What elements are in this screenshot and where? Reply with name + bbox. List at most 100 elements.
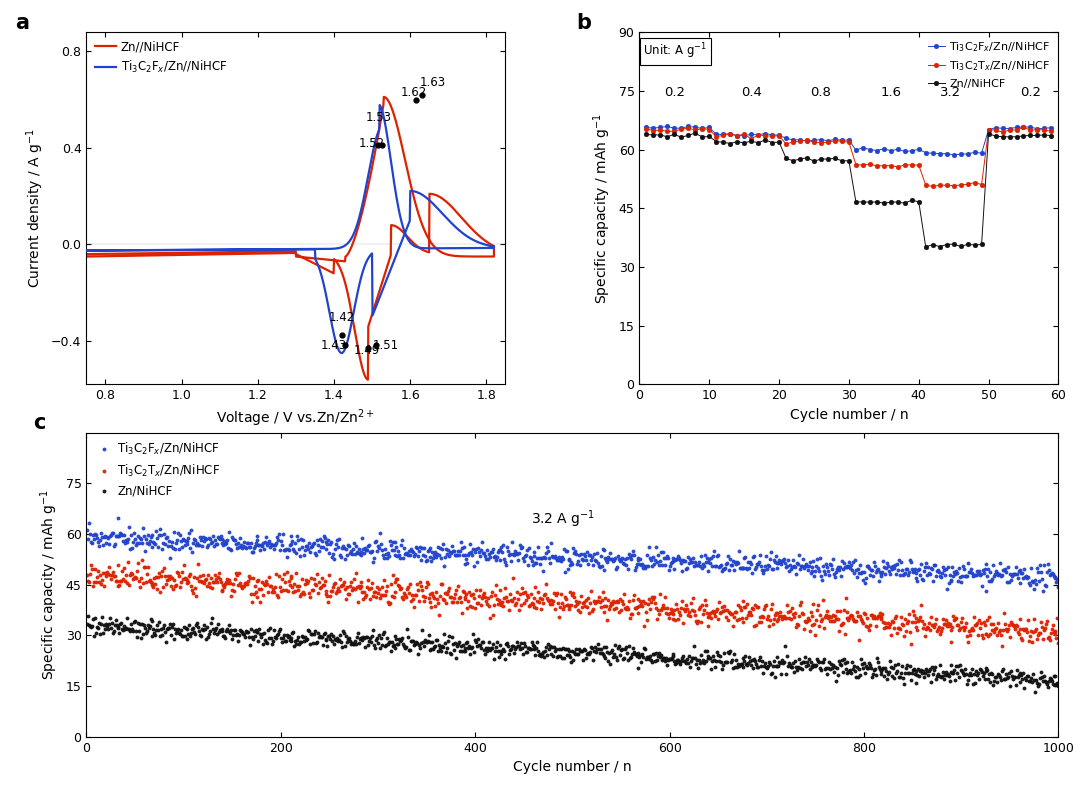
- Legend: Zn//NiHCF, Ti$_3$C$_2$F$_x$/Zn//NiHCF: Zn//NiHCF, Ti$_3$C$_2$F$_x$/Zn//NiHCF: [92, 38, 230, 78]
- Zn//NiHCF: [80, 249, 93, 259]
- Ti$_3$C$_2$F$_x$/Zn//NiHCF: [333, 346, 346, 356]
- Y-axis label: Specific capacity / mAh g$^{-1}$: Specific capacity / mAh g$^{-1}$: [592, 113, 613, 304]
- Zn//NiHCF: [856, 197, 869, 207]
- Text: 1.62: 1.62: [401, 86, 427, 99]
- Y-axis label: Current density / A g$^{-1}$: Current density / A g$^{-1}$: [24, 128, 45, 288]
- Ti$_3$C$_2$T$_x$/Zn/NiHCF: [996, 642, 1009, 651]
- Ti$_3$C$_2$F$_x$/Zn/NiHCF: [81, 525, 94, 534]
- Zn//NiHCF: [477, 252, 490, 261]
- Ti$_3$C$_2$F$_x$/Zn/NiHCF: [1037, 586, 1050, 596]
- Line: Ti$_3$C$_2$T$_x$/Zn//NiHCF: Ti$_3$C$_2$T$_x$/Zn//NiHCF: [644, 125, 1054, 189]
- Ti$_3$C$_2$F$_x$/Zn//NiHCF: [856, 143, 869, 152]
- Text: 1.51: 1.51: [373, 340, 399, 352]
- Zn//NiHCF: [80, 252, 93, 261]
- Text: 1.49: 1.49: [354, 344, 380, 357]
- Ti$_3$C$_2$F$_x$/Zn//NiHCF: [335, 348, 348, 358]
- Zn//NiHCF: [947, 239, 960, 249]
- Ti$_3$C$_2$F$_x$/Zn/NiHCF: [748, 564, 761, 574]
- Line: Ti$_3$C$_2$T$_x$/Zn/NiHCF: Ti$_3$C$_2$T$_x$/Zn/NiHCF: [86, 559, 1059, 647]
- Zn/NiHCF: [82, 611, 95, 621]
- Ti$_3$C$_2$T$_x$/Zn/NiHCF: [135, 556, 148, 566]
- Ti$_3$C$_2$F$_x$/Zn//NiHCF: [710, 130, 723, 139]
- Zn//NiHCF: [362, 375, 375, 384]
- Ti$_3$C$_2$F$_x$/Zn//NiHCF: [941, 149, 954, 159]
- Ti$_3$C$_2$F$_x$/Zn//NiHCF: [752, 130, 765, 139]
- Zn/NiHCF: [1052, 682, 1065, 691]
- Zn//NiHCF: [653, 130, 666, 139]
- Ti$_3$C$_2$T$_x$/Zn/NiHCF: [510, 598, 523, 608]
- Text: 1.6: 1.6: [880, 86, 902, 99]
- Ti$_3$C$_2$T$_x$/Zn/NiHCF: [474, 600, 487, 610]
- Ti$_3$C$_2$T$_x$/Zn/NiHCF: [181, 575, 194, 585]
- Line: Ti$_3$C$_2$F$_x$/Zn/NiHCF: Ti$_3$C$_2$F$_x$/Zn/NiHCF: [86, 517, 1059, 592]
- Ti$_3$C$_2$F$_x$/Zn//NiHCF: [477, 239, 490, 249]
- Ti$_3$C$_2$F$_x$/Zn//NiHCF: [80, 246, 93, 256]
- Zn//NiHCF: [919, 242, 932, 252]
- X-axis label: Voltage / V vs.Zn/Zn$^{2+}$: Voltage / V vs.Zn/Zn$^{2+}$: [216, 408, 376, 429]
- Text: 1.43: 1.43: [321, 340, 347, 352]
- Ti$_3$C$_2$F$_x$/Zn//NiHCF: [80, 246, 93, 256]
- Text: 0.2: 0.2: [1020, 86, 1041, 99]
- Ti$_3$C$_2$T$_x$/Zn/NiHCF: [1052, 638, 1065, 648]
- Zn//NiHCF: [681, 131, 694, 140]
- Zn//NiHCF: [456, 252, 469, 261]
- Zn/NiHCF: [510, 642, 523, 652]
- Y-axis label: Specific capacity / mAh g$^{-1}$: Specific capacity / mAh g$^{-1}$: [39, 489, 60, 680]
- Ti$_3$C$_2$F$_x$/Zn/NiHCF: [1052, 582, 1065, 592]
- Zn//NiHCF: [253, 247, 266, 256]
- Zn/NiHCF: [474, 642, 487, 652]
- Zn//NiHCF: [377, 92, 390, 102]
- Ti$_3$C$_2$T$_x$/Zn/NiHCF: [748, 601, 761, 610]
- Ti$_3$C$_2$F$_x$/Zn/NiHCF: [181, 536, 194, 545]
- Zn//NiHCF: [104, 249, 117, 259]
- Text: 0.8: 0.8: [811, 86, 832, 99]
- Ti$_3$C$_2$F$_x$/Zn//NiHCF: [681, 122, 694, 131]
- Ti$_3$C$_2$T$_x$/Zn//NiHCF: [1017, 123, 1030, 132]
- Text: 3.2 A g$^{-1}$: 3.2 A g$^{-1}$: [530, 509, 595, 529]
- Ti$_3$C$_2$F$_x$/Zn/NiHCF: [112, 513, 125, 522]
- Ti$_3$C$_2$F$_x$/Zn/NiHCF: [856, 575, 869, 585]
- Ti$_3$C$_2$F$_x$/Zn/NiHCF: [474, 545, 487, 555]
- Ti$_3$C$_2$F$_x$/Zn//NiHCF: [226, 245, 239, 255]
- Ti$_3$C$_2$T$_x$/Zn//NiHCF: [653, 125, 666, 135]
- Text: 1.42: 1.42: [328, 311, 354, 324]
- Ti$_3$C$_2$F$_x$/Zn//NiHCF: [653, 123, 666, 132]
- Ti$_3$C$_2$F$_x$/Zn//NiHCF: [449, 244, 462, 253]
- Zn/NiHCF: [839, 664, 852, 674]
- Ti$_3$C$_2$T$_x$/Zn//NiHCF: [941, 180, 954, 190]
- Text: 0.4: 0.4: [741, 86, 761, 99]
- Ti$_3$C$_2$T$_x$/Zn/NiHCF: [839, 594, 852, 603]
- Zn//NiHCF: [710, 137, 723, 147]
- Ti$_3$C$_2$T$_x$/Zn/NiHCF: [81, 570, 94, 580]
- Ti$_3$C$_2$T$_x$/Zn//NiHCF: [850, 159, 863, 169]
- Zn//NiHCF: [640, 130, 653, 139]
- Zn//NiHCF: [689, 128, 702, 138]
- Ti$_3$C$_2$F$_x$/Zn//NiHCF: [640, 123, 653, 132]
- Ti$_3$C$_2$F$_x$/Zn//NiHCF: [947, 150, 960, 159]
- Ti$_3$C$_2$F$_x$/Zn//NiHCF: [1045, 123, 1058, 132]
- Line: Zn//NiHCF: Zn//NiHCF: [86, 97, 494, 380]
- Ti$_3$C$_2$T$_x$/Zn//NiHCF: [703, 125, 716, 135]
- Ti$_3$C$_2$F$_x$/Zn/NiHCF: [510, 548, 523, 557]
- Legend: Ti$_3$C$_2$F$_x$/Zn//NiHCF, Ti$_3$C$_2$T$_x$/Zn//NiHCF, Zn//NiHCF: Ti$_3$C$_2$F$_x$/Zn//NiHCF, Ti$_3$C$_2$T…: [926, 38, 1053, 91]
- Ti$_3$C$_2$F$_x$/Zn//NiHCF: [374, 100, 387, 110]
- Line: Zn/NiHCF: Zn/NiHCF: [86, 614, 1059, 693]
- Text: c: c: [32, 413, 45, 433]
- Zn//NiHCF: [752, 138, 765, 147]
- Text: 0.2: 0.2: [664, 86, 685, 99]
- Zn/NiHCF: [81, 620, 94, 630]
- Zn//NiHCF: [103, 249, 116, 259]
- Ti$_3$C$_2$F$_x$/Zn/NiHCF: [839, 562, 852, 571]
- Ti$_3$C$_2$F$_x$/Zn//NiHCF: [689, 123, 702, 132]
- Zn/NiHCF: [748, 656, 761, 666]
- X-axis label: Cycle number / n: Cycle number / n: [513, 760, 632, 775]
- Line: Ti$_3$C$_2$F$_x$/Zn//NiHCF: Ti$_3$C$_2$F$_x$/Zn//NiHCF: [644, 124, 1054, 157]
- Text: Unit: A g$^{-1}$: Unit: A g$^{-1}$: [643, 42, 707, 62]
- Text: 1.52: 1.52: [359, 137, 384, 150]
- Text: a: a: [15, 13, 29, 33]
- Text: 1.63: 1.63: [420, 76, 446, 90]
- Ti$_3$C$_2$T$_x$/Zn//NiHCF: [745, 134, 758, 143]
- X-axis label: Cycle number / n: Cycle number / n: [789, 408, 908, 422]
- Ti$_3$C$_2$T$_x$/Zn//NiHCF: [681, 123, 694, 133]
- Zn//NiHCF: [1045, 131, 1058, 141]
